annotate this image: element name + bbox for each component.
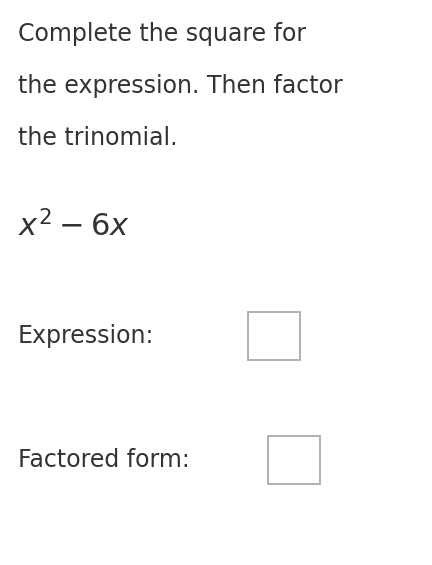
Bar [248, 312, 300, 360]
Text: the expression. Then factor: the expression. Then factor [18, 74, 343, 98]
Text: Factored form:: Factored form: [18, 448, 190, 472]
Bar [268, 436, 320, 484]
Text: Expression:: Expression: [18, 324, 154, 348]
Text: the trinomial.: the trinomial. [18, 126, 178, 150]
Text: $x^2 - 6x$: $x^2 - 6x$ [18, 210, 130, 242]
Text: Complete the square for: Complete the square for [18, 22, 306, 46]
